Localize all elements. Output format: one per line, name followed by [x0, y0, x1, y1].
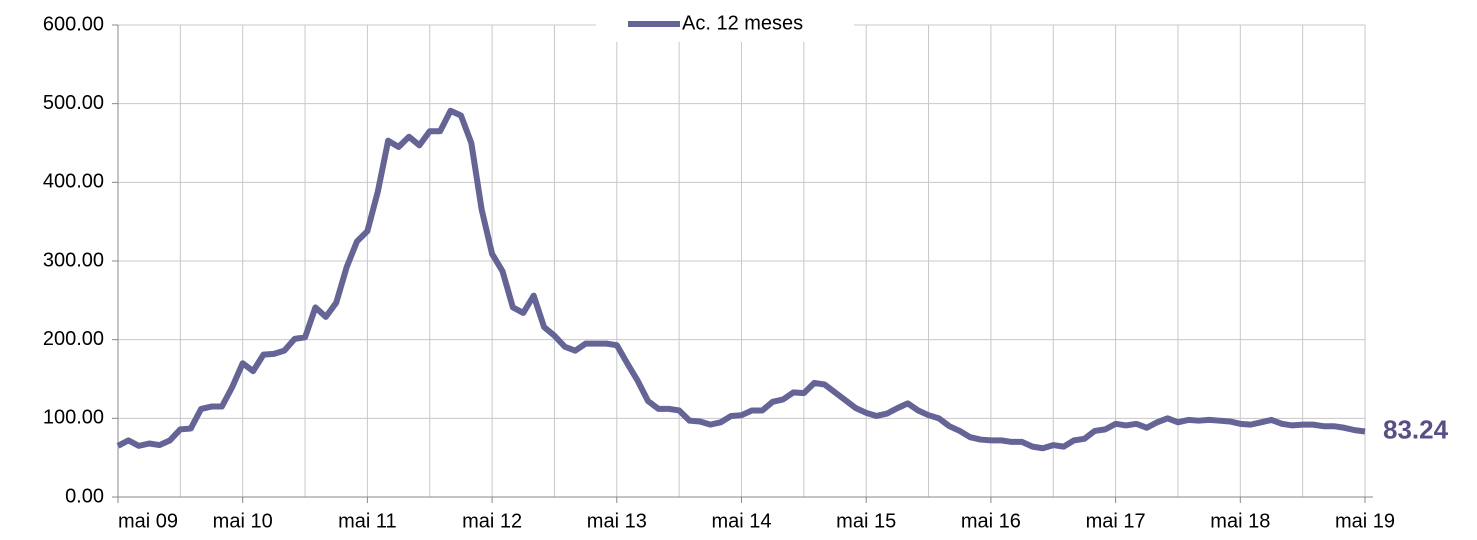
y-tick-label: 500.00	[43, 92, 104, 114]
x-tick-label: mai 10	[213, 510, 273, 532]
series-line	[116, 107, 1366, 452]
y-tick-label: 200.00	[43, 328, 104, 350]
y-tick-label: 300.00	[43, 249, 104, 271]
y-tick-label: 600.00	[43, 13, 104, 35]
x-tick-label: mai 18	[1210, 510, 1270, 532]
x-tick-label: mai 16	[961, 510, 1021, 532]
x-tick-label: mai 17	[1086, 510, 1146, 532]
x-tick-label: mai 15	[836, 510, 896, 532]
x-tick-label: mai 11	[338, 510, 397, 532]
x-tick-label: mai 13	[587, 510, 647, 532]
x-tick-label: mai 19	[1335, 510, 1395, 532]
legend-label: Ac. 12 meses	[682, 12, 803, 34]
y-tick-label: 100.00	[43, 407, 104, 429]
end-value-label: 83.24	[1383, 414, 1449, 444]
x-tick-label: mai 09	[118, 510, 178, 532]
y-tick-label: 0.00	[65, 485, 104, 507]
x-tick-label: mai 14	[711, 510, 771, 532]
y-tick-label: 400.00	[43, 171, 104, 193]
x-tick-label: mai 12	[462, 510, 522, 532]
legend: Ac. 12 meses	[596, 6, 854, 42]
